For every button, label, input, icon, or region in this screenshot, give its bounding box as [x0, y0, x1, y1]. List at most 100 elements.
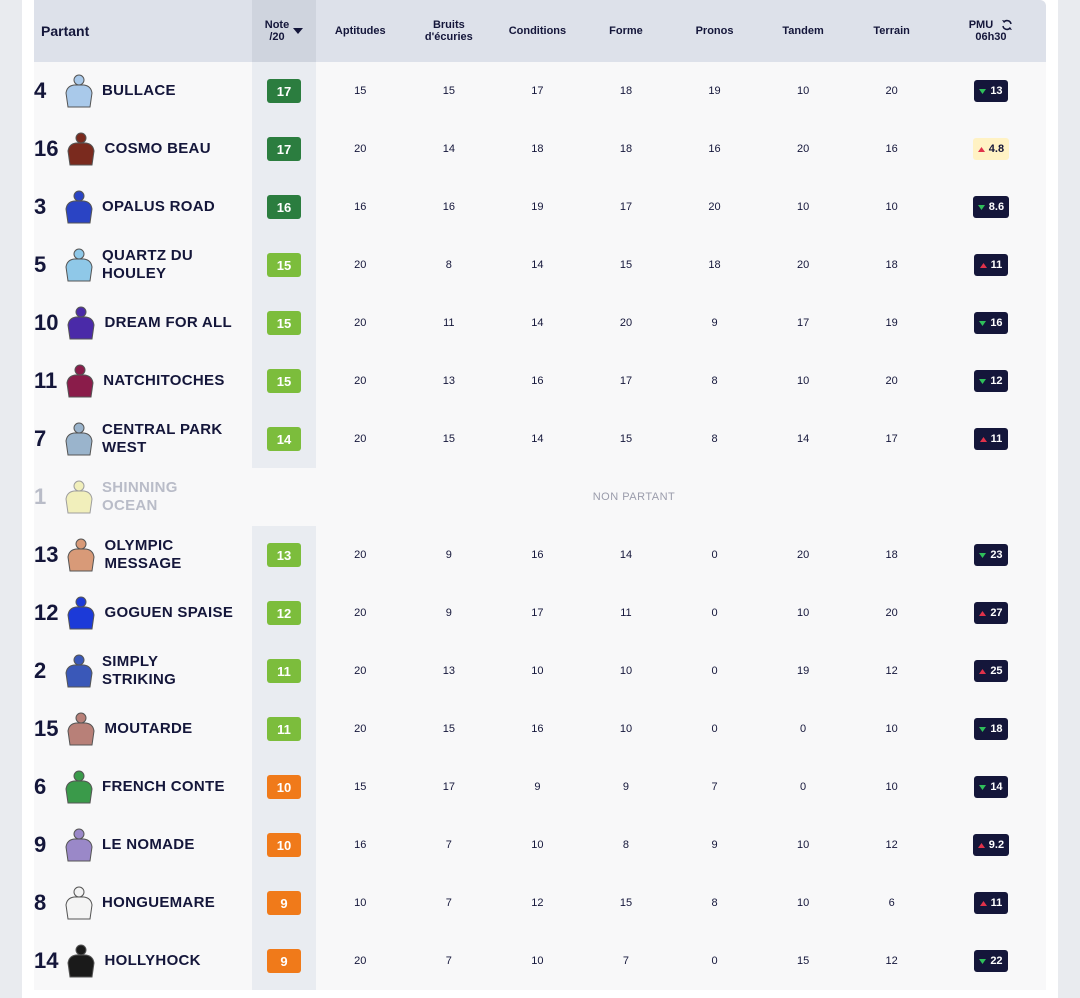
runner-name: BULLACE — [102, 82, 176, 99]
score: 19 — [708, 85, 721, 97]
score: 10 — [885, 723, 898, 735]
pmu-badge: 12 — [973, 370, 1008, 392]
score: 0 — [800, 723, 807, 735]
trend-arrow — [979, 552, 987, 558]
trend-arrow — [979, 320, 987, 326]
runner-row[interactable]: 16 COSMO BEAU 17 20 14 18 18 16 20 16 4.8 — [34, 120, 1046, 178]
runner-number: 6 — [34, 774, 47, 799]
header-column[interactable]: Terrain — [847, 0, 936, 62]
note-badge: 15 — [267, 369, 301, 393]
score: 10 — [619, 665, 633, 677]
note-cell: 9 — [252, 932, 316, 990]
score: 20 — [708, 201, 721, 213]
score: 14 — [619, 549, 633, 561]
jockey-silk — [67, 596, 95, 630]
score: 6 — [888, 897, 895, 909]
pmu-cell: 11 — [936, 236, 1046, 294]
trend-shape — [979, 726, 987, 732]
pmu-top: PMU — [969, 19, 1013, 31]
score: 15 — [442, 433, 455, 445]
header-column[interactable]: Bruits d'écuries — [405, 0, 494, 62]
score: 20 — [885, 85, 898, 97]
pmu-odds: 12 — [990, 375, 1003, 387]
score: 13 — [442, 665, 455, 677]
silk-body — [65, 200, 93, 224]
trend-shape — [979, 552, 987, 558]
runner-name: MOUTARDE — [104, 720, 193, 737]
runner-row[interactable]: 9 LE NOMADE 10 16 7 10 8 9 10 12 9.2 — [34, 816, 1046, 874]
runner-cell: 11 NATCHITOCHES — [34, 352, 252, 410]
score: 10 — [885, 201, 898, 213]
runner-row[interactable]: 8 HONGUEMARE 9 10 7 12 15 8 10 6 11 — [34, 874, 1046, 932]
pmu-badge: 11 — [973, 428, 1008, 450]
score: 20 — [354, 433, 367, 445]
runner-row[interactable]: 4 BULLACE 17 15 15 17 18 19 10 20 13 — [34, 62, 1046, 120]
note-cell: 17 — [252, 62, 316, 120]
header-note[interactable]: Note /20 — [252, 0, 316, 62]
score: 10 — [619, 723, 633, 735]
header-column[interactable]: Aptitudes — [316, 0, 405, 62]
runner-row[interactable]: 13 OLYMPIC MESSAGE 13 20 9 16 14 0 20 18 23 — [34, 526, 1046, 584]
score: 9 — [445, 549, 452, 561]
score: 18 — [619, 143, 633, 155]
silk-body — [65, 84, 93, 108]
score: 20 — [796, 259, 810, 271]
score: 20 — [354, 955, 367, 967]
pmu-cell: 9.2 — [936, 816, 1046, 874]
runner-row[interactable]: 6 FRENCH CONTE 10 15 17 9 9 7 0 10 14 — [34, 758, 1046, 816]
runner-row[interactable]: 3 OPALUS ROAD 16 16 16 19 17 20 10 10 8.6 — [34, 178, 1046, 236]
pmu-odds: 11 — [990, 259, 1003, 271]
runner-row[interactable]: 7 CENTRAL PARK WEST 14 20 15 14 15 8 14 17 11 — [34, 410, 1046, 468]
runner-row[interactable]: 15 MOUTARDE 11 20 15 16 10 0 0 10 18 — [34, 700, 1046, 758]
trend-shape — [979, 320, 987, 326]
note-badge: 17 — [267, 79, 301, 103]
header-pmu[interactable]: PMU 06h30 — [936, 0, 1046, 62]
score: 20 — [619, 317, 633, 329]
header-partant[interactable]: Partant — [41, 23, 90, 39]
runner-row[interactable]: 5 QUARTZ DU HOULEY 15 20 8 14 15 18 20 18 11 — [34, 236, 1046, 294]
runner-name: QUARTZ DU HOULEY — [102, 247, 194, 282]
score: 16 — [531, 375, 544, 387]
silk-cap — [75, 712, 87, 724]
runner-row[interactable]: 2 SIMPLY STRIKING 11 20 13 10 10 0 19 12 25 — [34, 642, 1046, 700]
header-column[interactable]: Tandem — [759, 0, 848, 62]
pmu-badge: 23 — [973, 544, 1008, 566]
silk-body — [67, 142, 95, 166]
trend-arrow — [977, 146, 985, 152]
header-column[interactable]: Forme — [582, 0, 671, 62]
runner-row[interactable]: 1 SHINNING OCEAN NON PARTANT — [34, 468, 1046, 526]
silk-cap — [73, 770, 85, 782]
score: 15 — [354, 781, 367, 793]
header-label: Pronos — [695, 25, 734, 37]
score: 18 — [885, 549, 898, 561]
runner-number: 8 — [34, 890, 47, 915]
pmu-cell: 22 — [936, 932, 1046, 990]
trend-arrow — [979, 668, 987, 674]
runner-row[interactable]: 14 HOLLYHOCK 9 20 7 10 7 0 15 12 22 — [34, 932, 1046, 990]
runner-row[interactable]: 12 GOGUEN SPAISE 12 20 9 17 11 0 10 20 27 — [34, 584, 1046, 642]
score: 15 — [619, 433, 633, 445]
pmu-odds: 11 — [990, 433, 1003, 445]
score: 18 — [708, 259, 721, 271]
pmu-badge: 22 — [973, 950, 1008, 972]
score: 20 — [354, 549, 367, 561]
pmu-cell: 18 — [936, 700, 1046, 758]
pmu-odds: 8.6 — [988, 201, 1005, 213]
pmu-cell: 16 — [936, 294, 1046, 352]
score: 17 — [531, 607, 544, 619]
refresh-icon — [1002, 19, 1013, 31]
pmu-odds: 4.8 — [988, 143, 1005, 155]
header-label: Terrain — [873, 25, 910, 37]
runner-row[interactable]: 11 NATCHITOCHES 15 20 13 16 17 8 10 20 12 — [34, 352, 1046, 410]
silk-body — [65, 664, 93, 688]
score: 17 — [796, 317, 810, 329]
header-column[interactable]: Pronos — [670, 0, 759, 62]
score: 8 — [445, 259, 452, 271]
header-column[interactable]: Conditions — [493, 0, 582, 62]
pmu-badge: 25 — [973, 660, 1008, 682]
runner-row[interactable]: 10 DREAM FOR ALL 15 20 11 14 20 9 17 19 16 — [34, 294, 1046, 352]
sort-arrow — [293, 28, 304, 34]
silk-body — [67, 722, 95, 746]
score: 14 — [531, 259, 544, 271]
score: 8 — [711, 375, 718, 387]
